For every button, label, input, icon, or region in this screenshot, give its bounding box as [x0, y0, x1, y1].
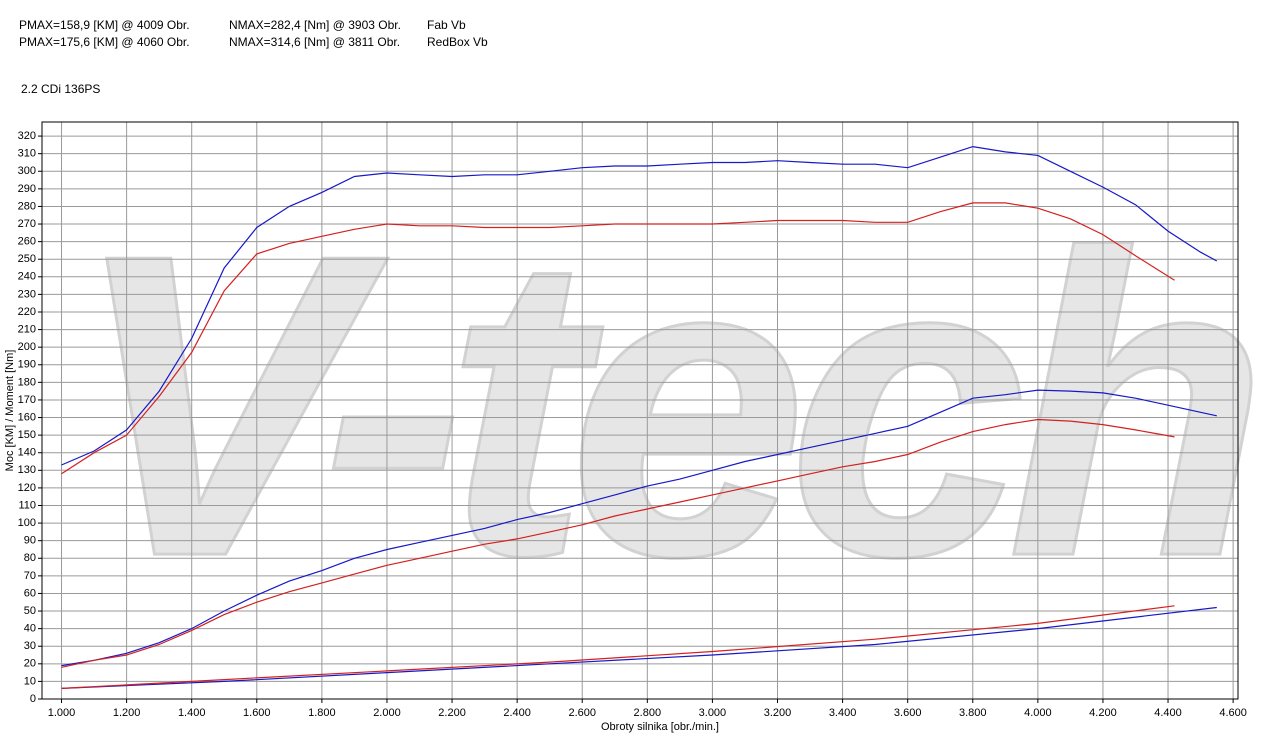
series-line: [61, 418, 1175, 668]
y-tick-label: 30: [24, 640, 36, 652]
x-tick-label: 4.200: [1089, 707, 1117, 719]
y-tick-label: 190: [18, 359, 36, 371]
x-tick-label: 2.400: [503, 707, 531, 719]
series-line: [61, 145, 1218, 466]
y-tick-label: 160: [18, 411, 36, 423]
y-tick-label: 0: [30, 693, 36, 705]
y-tick-label: 320: [18, 130, 36, 142]
x-tick-label: 1.000: [48, 707, 76, 719]
series-line: [61, 605, 1175, 689]
subtitle: 2.2 CDi 136PS: [21, 82, 100, 96]
y-tick-label: 100: [18, 517, 36, 529]
y-tick-label: 170: [18, 394, 36, 406]
y-tick-label: 90: [24, 535, 36, 547]
plot-frame: [41, 121, 1239, 700]
x-tick-label: 2.200: [438, 707, 466, 719]
y-tick-label: 310: [18, 148, 36, 160]
y-tick-label: 180: [18, 376, 36, 388]
y-tick-label: 270: [18, 218, 36, 230]
y-tick-label: 70: [24, 570, 36, 582]
y-tick-label: 80: [24, 552, 36, 564]
x-tick-label: 2.000: [373, 707, 401, 719]
y-tick-label: 110: [18, 499, 36, 511]
y-tick-label: 20: [24, 658, 36, 670]
x-tick-label: 1.600: [243, 707, 271, 719]
y-tick-label: 50: [24, 605, 36, 617]
x-tick-label: 4.600: [1219, 707, 1247, 719]
x-tick-label: 4.400: [1154, 707, 1182, 719]
header-text: PMAX=158,9 [KM] @ 4009 Obr.: [19, 18, 190, 32]
y-tick-label: 120: [18, 482, 36, 494]
y-tick-label: 210: [18, 323, 36, 335]
x-axis-label: Obroty silnika [obr./min.]: [601, 721, 719, 733]
x-tick-label: 2.800: [634, 707, 662, 719]
y-tick-label: 290: [18, 183, 36, 195]
x-tick-label: 3.800: [959, 707, 987, 719]
header-text: PMAX=175,6 [KM] @ 4060 Obr.: [19, 35, 190, 49]
y-tick-label: 40: [24, 623, 36, 635]
y-tick-label: 250: [18, 253, 36, 265]
watermark: V-tech: [71, 166, 1255, 646]
series-line: [61, 202, 1175, 475]
y-tick-label: 60: [24, 587, 36, 599]
series-line: [61, 606, 1217, 689]
y-tick-label: 220: [18, 306, 36, 318]
header-text: Fab Vb: [427, 18, 466, 32]
x-tick-label: 3.600: [894, 707, 922, 719]
y-tick-label: 260: [18, 236, 36, 248]
y-tick-label: 200: [18, 341, 36, 353]
y-tick-label: 240: [18, 271, 36, 283]
y-tick-label: 140: [18, 447, 36, 459]
header-text: NMAX=314,6 [Nm] @ 3811 Obr.: [229, 35, 400, 49]
y-tick-label: 230: [18, 288, 36, 300]
series-line: [61, 389, 1217, 667]
y-tick-label: 130: [18, 464, 36, 476]
x-tick-label: 1.400: [178, 707, 206, 719]
header-text: NMAX=282,4 [Nm] @ 3903 Obr.: [229, 18, 401, 32]
x-tick-label: 1.200: [113, 707, 141, 719]
x-tick-label: 3.200: [764, 707, 792, 719]
y-tick-label: 280: [18, 200, 36, 212]
x-tick-label: 3.000: [699, 707, 727, 719]
y-tick-label: 10: [24, 675, 36, 687]
y-tick-label: 300: [18, 165, 36, 177]
y-tick-label: 150: [18, 429, 36, 441]
y-axis-label: Moc [KM] / Moment [Nm]: [4, 350, 16, 472]
x-tick-label: 4.000: [1024, 707, 1052, 719]
x-tick-label: 1.800: [308, 707, 336, 719]
x-tick-label: 3.400: [829, 707, 857, 719]
x-tick-label: 2.600: [568, 707, 596, 719]
header-text: RedBox Vb: [427, 35, 488, 49]
